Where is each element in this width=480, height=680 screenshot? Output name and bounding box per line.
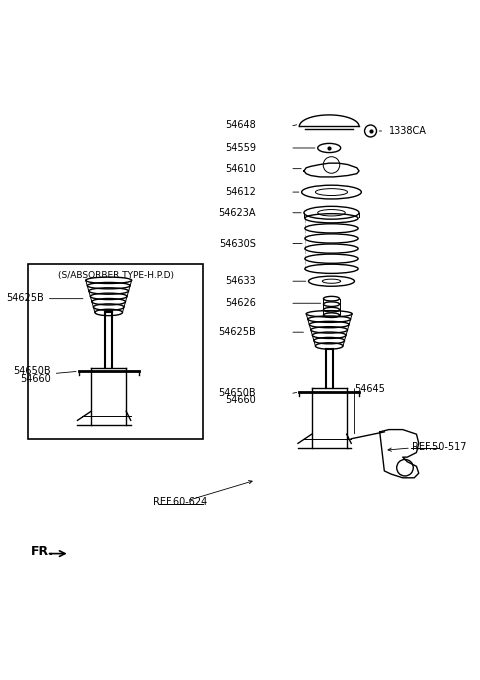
Text: 54650B: 54650B <box>218 388 256 398</box>
Text: (S/ABSORBER TYPE-H.P.D): (S/ABSORBER TYPE-H.P.D) <box>58 271 174 280</box>
Text: 54612: 54612 <box>225 187 256 197</box>
Bar <box>28 265 203 439</box>
Text: 54633: 54633 <box>225 276 256 286</box>
Text: 54645: 54645 <box>354 384 385 394</box>
Text: 54626: 54626 <box>225 299 256 308</box>
Text: 1338CA: 1338CA <box>389 126 427 136</box>
Text: FR.: FR. <box>31 545 54 558</box>
Text: 54660: 54660 <box>21 374 51 384</box>
Text: 54610: 54610 <box>225 164 256 173</box>
Text: 54625B: 54625B <box>218 327 256 337</box>
Text: REF.50-517: REF.50-517 <box>412 441 467 452</box>
Text: 54648: 54648 <box>225 120 256 131</box>
Text: 54623A: 54623A <box>218 208 256 218</box>
Text: REF.60-624: REF.60-624 <box>153 496 207 507</box>
Text: 54630S: 54630S <box>219 239 256 248</box>
Text: 54660: 54660 <box>225 394 256 405</box>
Text: 54625B: 54625B <box>7 292 44 303</box>
Text: 54559: 54559 <box>225 143 256 153</box>
Text: 54650B: 54650B <box>13 367 51 376</box>
